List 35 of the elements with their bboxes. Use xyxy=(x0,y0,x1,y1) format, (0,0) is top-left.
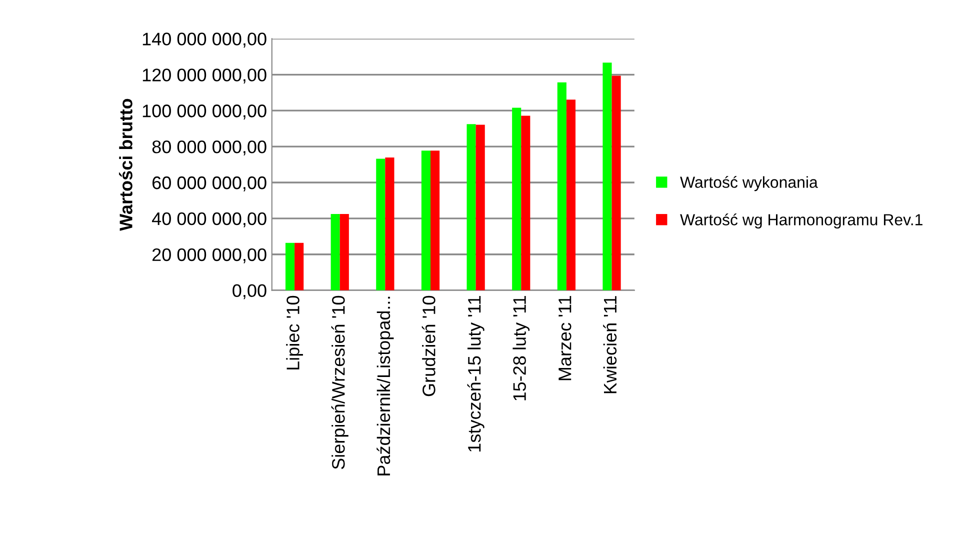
y-tick-label: 140 000 000,00 xyxy=(142,32,266,48)
y-tick-label: 80 000 000,00 xyxy=(152,140,266,156)
bar xyxy=(557,82,566,290)
bar xyxy=(566,100,576,290)
bar xyxy=(476,124,485,290)
bar xyxy=(285,242,295,290)
legend-label: Wartość wykonania xyxy=(680,176,818,192)
bar xyxy=(466,124,476,290)
x-tick-label: Lipiec '10 xyxy=(286,296,303,370)
legend-label: Wartość wg Harmonogramu Rev.1 xyxy=(680,213,922,229)
x-tick-label: Październik/Listopad... xyxy=(376,296,394,476)
bar xyxy=(521,116,530,290)
x-tick-label: 1styczeń-15 luty '11 xyxy=(467,296,484,452)
x-tick-label: Grudzień '10 xyxy=(422,296,436,396)
y-tick-label: 40 000 000,00 xyxy=(152,212,266,228)
bar xyxy=(294,242,304,290)
bar xyxy=(602,62,612,290)
x-tick-label: Marzec '11 xyxy=(558,296,572,380)
y-tick-label: 60 000 000,00 xyxy=(152,176,266,192)
bar xyxy=(512,108,522,290)
x-tick-label: Sierpień/Wrzesień '10 xyxy=(331,296,348,470)
x-tick-label: 15-28 luty '11 xyxy=(512,296,530,400)
y-tick-label: 100 000 000,00 xyxy=(142,104,266,120)
x-tick-label: Kwiecień '11 xyxy=(603,296,617,394)
y-tick-label: 120 000 000,00 xyxy=(142,68,266,84)
bar xyxy=(330,214,340,290)
y-axis-title: Wartości brutto xyxy=(118,98,132,231)
y-tick-label: 20 000 000,00 xyxy=(152,248,266,264)
bar xyxy=(376,158,386,290)
bar xyxy=(421,150,430,290)
bar xyxy=(430,150,440,290)
y-tick-label: 0,00 xyxy=(232,284,266,300)
bar xyxy=(385,158,394,290)
bar xyxy=(340,214,349,290)
bar xyxy=(612,76,621,290)
